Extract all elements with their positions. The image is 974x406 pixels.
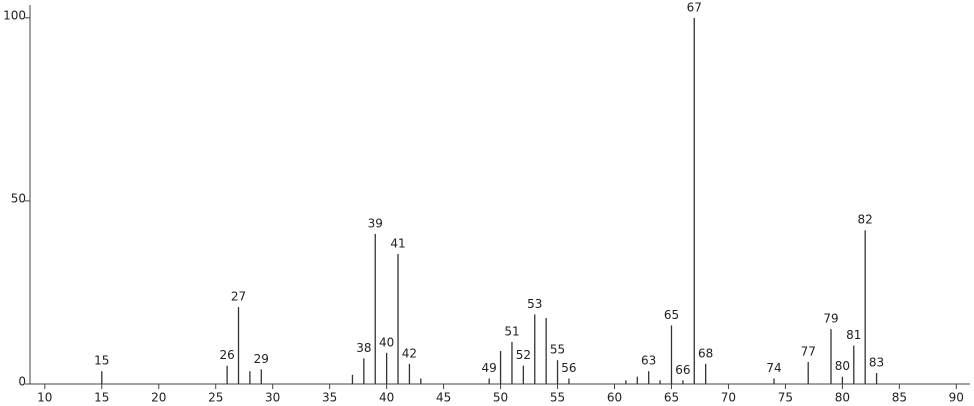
peak-label: 38 (356, 341, 371, 355)
peak-label: 83 (869, 356, 884, 370)
peak-label: 53 (527, 297, 542, 311)
peak-label: 74 (766, 361, 781, 375)
peak-label: 79 (823, 312, 838, 326)
peak-label: 39 (368, 216, 383, 230)
x-tick-label: 25 (208, 391, 223, 405)
peak-label: 51 (504, 324, 519, 338)
peak-label: 40 (379, 335, 394, 349)
peak-label: 52 (516, 348, 531, 362)
x-tick-label: 60 (607, 391, 622, 405)
peak-label: 77 (801, 345, 816, 359)
x-tick-label: 40 (379, 391, 394, 405)
x-tick-label: 35 (322, 391, 337, 405)
peak-label: 26 (219, 348, 234, 362)
peak-label: 49 (482, 361, 497, 375)
y-tick-label: 0 (18, 375, 26, 389)
peak-label: 81 (846, 328, 861, 342)
x-tick-label: 15 (94, 391, 109, 405)
peak-label: 63 (641, 354, 656, 368)
y-tick-label: 50 (11, 191, 26, 205)
peak-label: 41 (390, 237, 405, 251)
x-tick-label: 80 (835, 391, 850, 405)
x-tick-label: 20 (151, 391, 166, 405)
peak-label: 15 (94, 354, 109, 368)
x-tick-label: 45 (436, 391, 451, 405)
peak-label: 82 (858, 213, 873, 227)
x-tick-label: 30 (265, 391, 280, 405)
x-tick-label: 55 (550, 391, 565, 405)
x-tick-label: 75 (778, 391, 793, 405)
peak-label: 29 (254, 352, 269, 366)
peak-label: 67 (687, 0, 702, 14)
x-tick-label: 85 (892, 391, 907, 405)
y-tick-label: 100 (3, 8, 26, 22)
peak-label: 80 (835, 359, 850, 373)
peak-label: 55 (550, 343, 565, 357)
x-tick-label: 90 (949, 391, 964, 405)
peak-label: 56 (561, 361, 576, 375)
peak-label: 68 (698, 346, 713, 360)
x-tick-label: 70 (721, 391, 736, 405)
peak-label: 42 (402, 346, 417, 360)
peak-label: 27 (231, 290, 246, 304)
x-tick-label: 65 (664, 391, 679, 405)
peak-label: 65 (664, 308, 679, 322)
peak-label: 66 (675, 363, 690, 377)
x-tick-label: 10 (37, 391, 52, 405)
x-tick-label: 50 (493, 391, 508, 405)
